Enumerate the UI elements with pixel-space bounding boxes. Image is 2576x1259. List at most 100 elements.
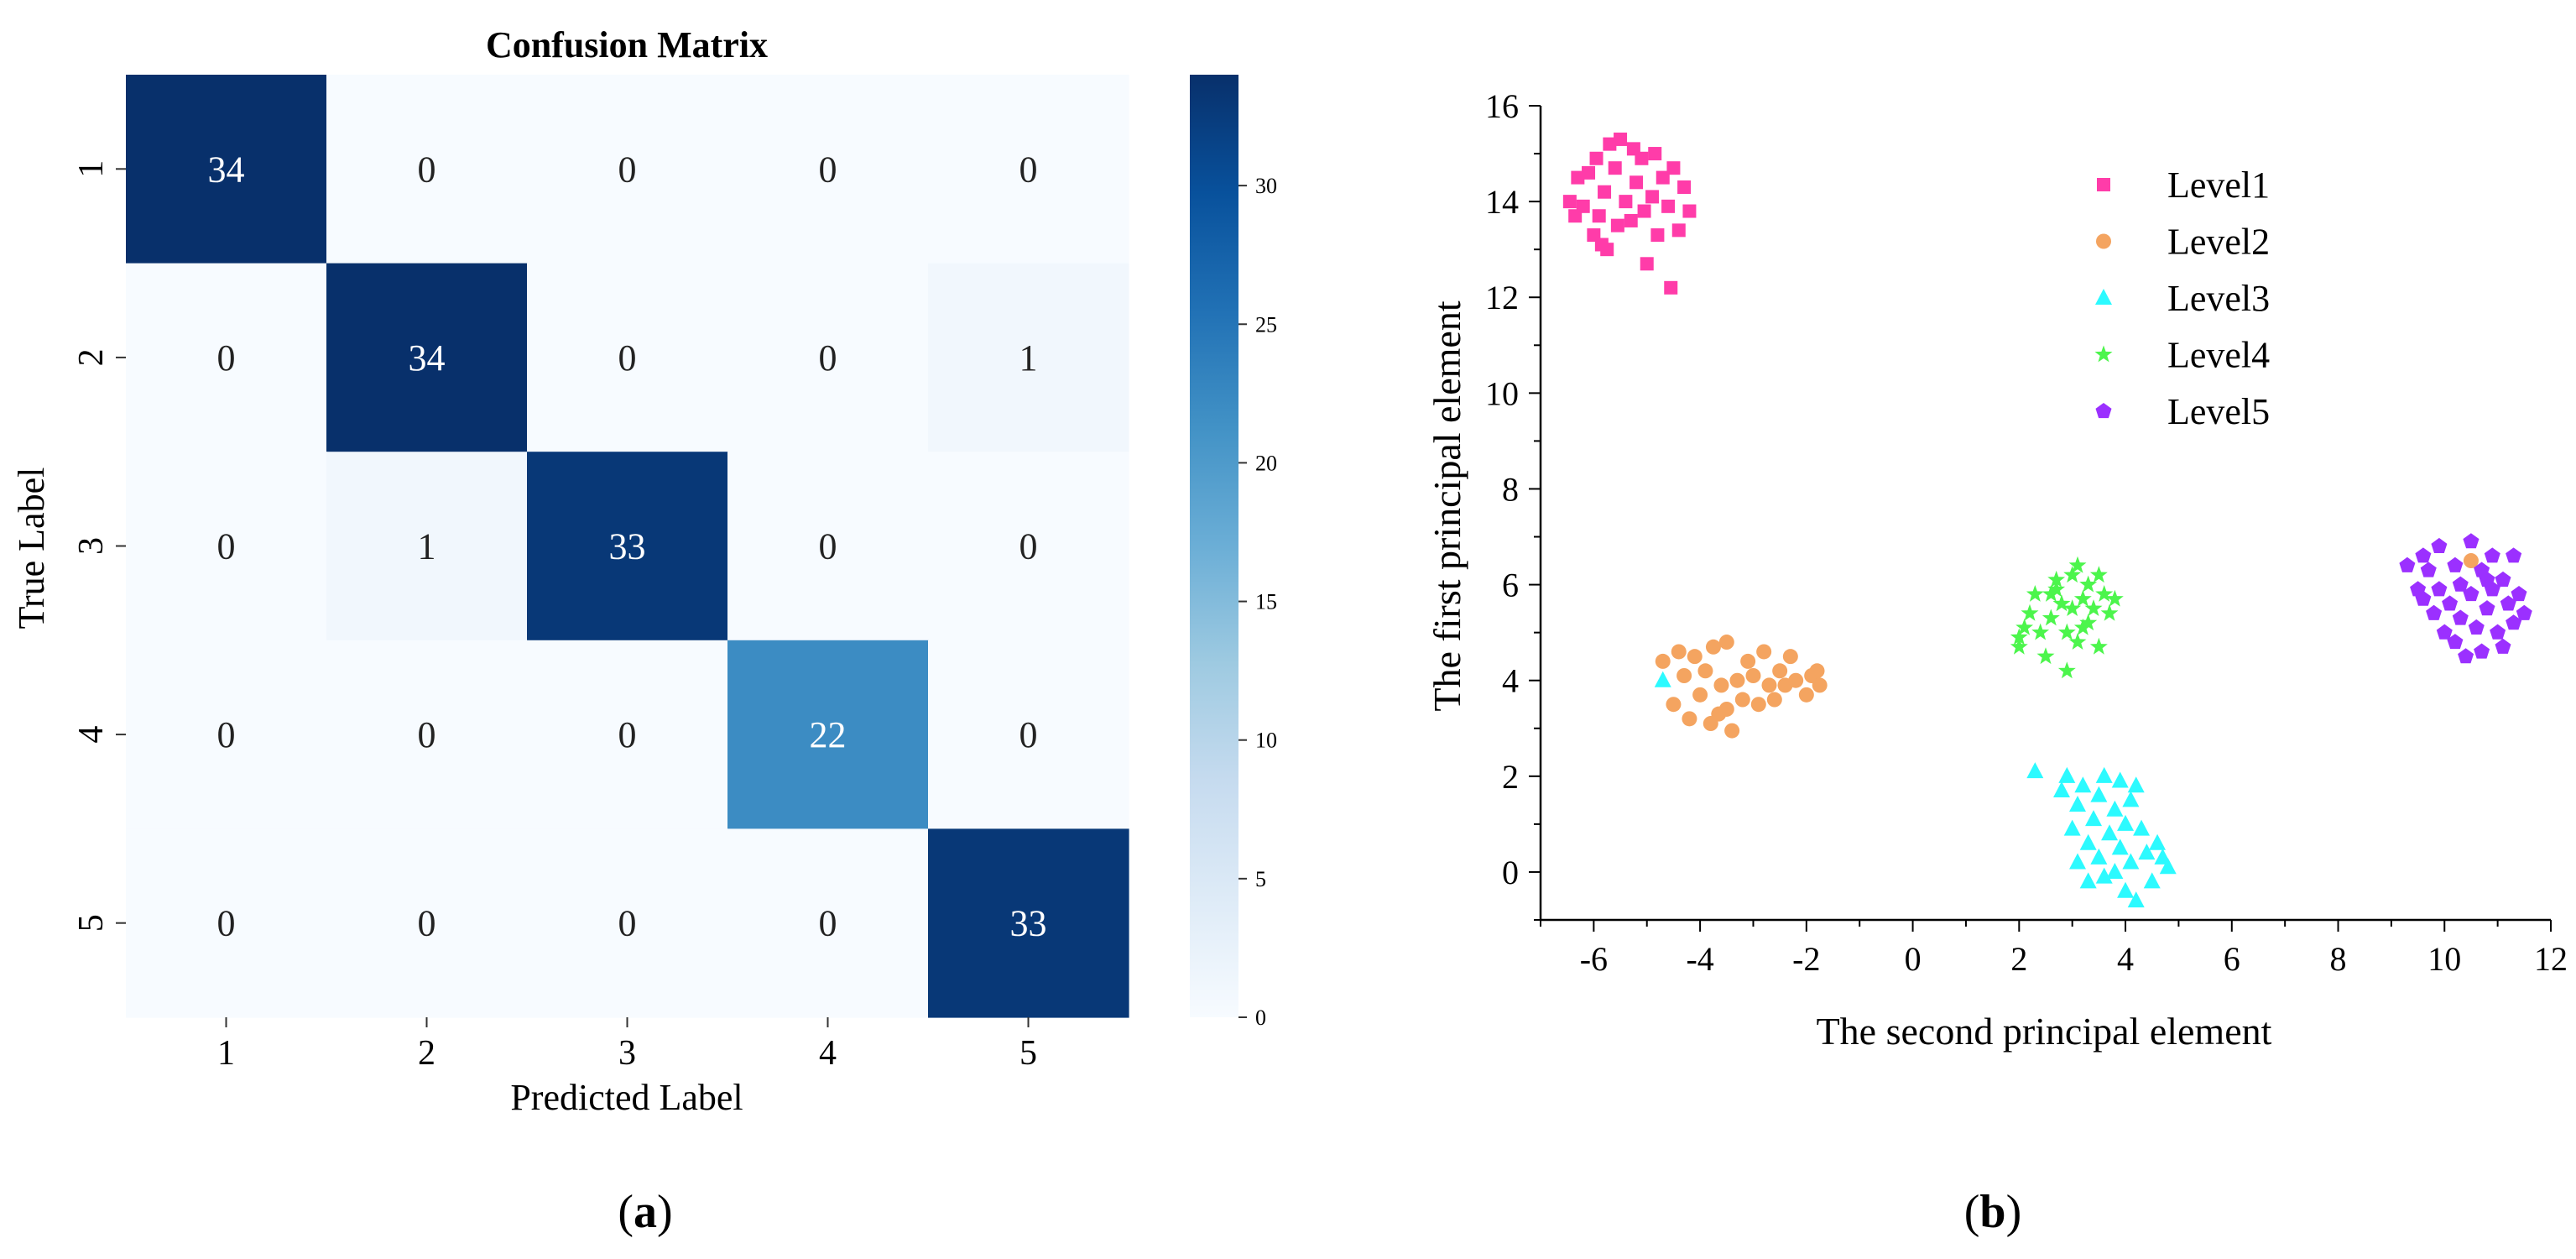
heatmap-cell-value: 0	[819, 149, 837, 190]
scatter-points	[1562, 132, 2532, 908]
scatter-point-level3	[2117, 881, 2135, 898]
heatmap-cell	[326, 828, 528, 1018]
heatmap-y-tick-label: 4	[72, 726, 111, 744]
scatter-point-level4	[2031, 623, 2050, 640]
scatter-point-level3	[2058, 766, 2076, 783]
scatter-point-level1	[1614, 132, 1628, 146]
scatter-point-level5	[2452, 576, 2469, 592]
heatmap-y-axis-label: True Label	[11, 468, 52, 630]
scatter-point-level4	[2010, 637, 2028, 655]
legend-marker-level2	[2096, 233, 2111, 249]
scatter-point-level4	[2079, 575, 2098, 593]
scatter-point-level5	[2420, 562, 2437, 577]
scatter-point-level3	[2122, 791, 2140, 807]
scatter-y-tick-label: 6	[1502, 567, 1519, 604]
scatter-point-level3	[2095, 766, 2113, 783]
heatmap-cell-value: 0	[819, 337, 837, 379]
scatter-point-level2	[1782, 649, 1798, 665]
scatter-point-level2	[1671, 644, 1687, 660]
heatmap-cell	[326, 263, 528, 452]
scatter-point-level5	[2511, 586, 2527, 602]
scatter-point-level1	[1645, 190, 1660, 204]
scatter-point-level3	[1654, 671, 1671, 687]
scatter-point-level4	[2036, 647, 2055, 665]
panel-label-a: (a)	[618, 1186, 672, 1238]
scatter-point-level2	[1713, 677, 1729, 693]
heatmap-cell-value: 0	[618, 149, 637, 190]
heatmap-cell-value: 0	[1019, 714, 1038, 755]
scatter-point-level2	[1724, 723, 1740, 739]
scatter-point-level5	[2468, 619, 2485, 635]
heatmap-x-tick-label: 5	[1019, 1034, 1037, 1073]
heatmap-y-tick-label: 2	[72, 348, 111, 366]
scatter-x-tick-label: 12	[2534, 940, 2568, 978]
legend-marker-level1	[2097, 178, 2110, 191]
scatter-point-level2	[1711, 706, 1727, 722]
scatter-point-level4	[2026, 585, 2044, 602]
heatmap-cell	[928, 640, 1129, 829]
heatmap-cell	[326, 75, 528, 264]
scatter-point-level2	[1761, 677, 1777, 693]
scatter-y-tick-label: 14	[1485, 183, 1519, 221]
heatmap-cell-value: 33	[609, 526, 646, 567]
legend-marker-level5	[2095, 403, 2112, 419]
scatter-point-level2	[1766, 692, 1782, 708]
heatmap-y-tick-label: 1	[72, 160, 111, 178]
legend-label-level5: Level5	[2167, 391, 2270, 432]
heatmap-cell	[928, 75, 1129, 264]
scatter-point-level1	[1608, 161, 1622, 175]
scatter-point-level5	[2458, 648, 2474, 664]
scatter-point-level1	[1677, 180, 1692, 194]
scatter-point-level2	[1705, 639, 1721, 655]
scatter-point-level5	[2442, 595, 2459, 611]
heatmap-cell-value: 0	[1019, 149, 1038, 190]
scatter-point-level2	[1682, 711, 1697, 727]
scatter-point-level5	[2495, 571, 2511, 587]
scatter-point-level2	[2463, 553, 2479, 569]
scatter-point-level1	[1589, 151, 1603, 165]
scatter-point-level5	[2463, 533, 2480, 549]
scatter-point-level1	[1568, 209, 1583, 223]
scatter-point-level5	[2506, 614, 2522, 630]
scatter-point-level5	[2490, 624, 2506, 640]
scatter-point-level2	[1756, 644, 1772, 660]
scatter-point-level1	[1640, 257, 1654, 271]
scatter-x-tick-label: 2	[2010, 940, 2027, 978]
scatter-point-level3	[2159, 858, 2177, 875]
scatter-x-tick-label: -4	[1686, 940, 1713, 978]
scatter-point-level2	[1718, 635, 1734, 650]
legend-marker-level3	[2095, 289, 2112, 305]
heatmap-cell	[126, 263, 327, 452]
scatter-point-level5	[2426, 604, 2443, 620]
scatter-point-level5	[2447, 556, 2464, 572]
scatter-point-level4	[2021, 603, 2039, 621]
heatmap-title: Confusion Matrix	[486, 24, 768, 65]
heatmap-x-tick-label: 2	[418, 1034, 435, 1073]
scatter-point-level1	[1610, 218, 1624, 232]
panel-label-b: (b)	[1964, 1186, 2021, 1238]
heatmap-x-tick-label: 4	[819, 1034, 837, 1073]
heatmap-cell-value: 0	[819, 526, 837, 567]
scatter-point-level1	[1656, 170, 1670, 185]
heatmap-cell-value: 0	[618, 903, 637, 944]
heatmap-cell-value: 0	[618, 337, 637, 379]
heatmap-cell	[727, 828, 929, 1018]
confusion-matrix-panel: Confusion Matrix 34 0 0 0 00 34 0 0 10 1 33 0 00 0 0 22…	[11, 24, 1277, 1118]
colorbar-ticks: 0 5 10 15 20 25 30	[1238, 174, 1277, 1030]
heatmap-cell-value: 0	[819, 903, 837, 944]
scatter-point-level1	[1562, 195, 1577, 209]
heatmap-cell	[126, 640, 327, 829]
scatter-point-level3	[2106, 800, 2124, 817]
scatter-point-level4	[2057, 623, 2076, 640]
scatter-point-level5	[2479, 600, 2495, 616]
scatter-point-level4	[2105, 589, 2124, 607]
scatter-point-level2	[1666, 697, 1682, 713]
scatter-point-level5	[2484, 547, 2500, 563]
scatter-point-level1	[1592, 209, 1606, 223]
scatter-point-level5	[2474, 643, 2490, 659]
scatter-point-level4	[2079, 614, 2098, 631]
scatter-point-level5	[2500, 595, 2516, 611]
scatter-point-level5	[2436, 624, 2453, 640]
heatmap-y-tick-label: 5	[72, 914, 111, 932]
